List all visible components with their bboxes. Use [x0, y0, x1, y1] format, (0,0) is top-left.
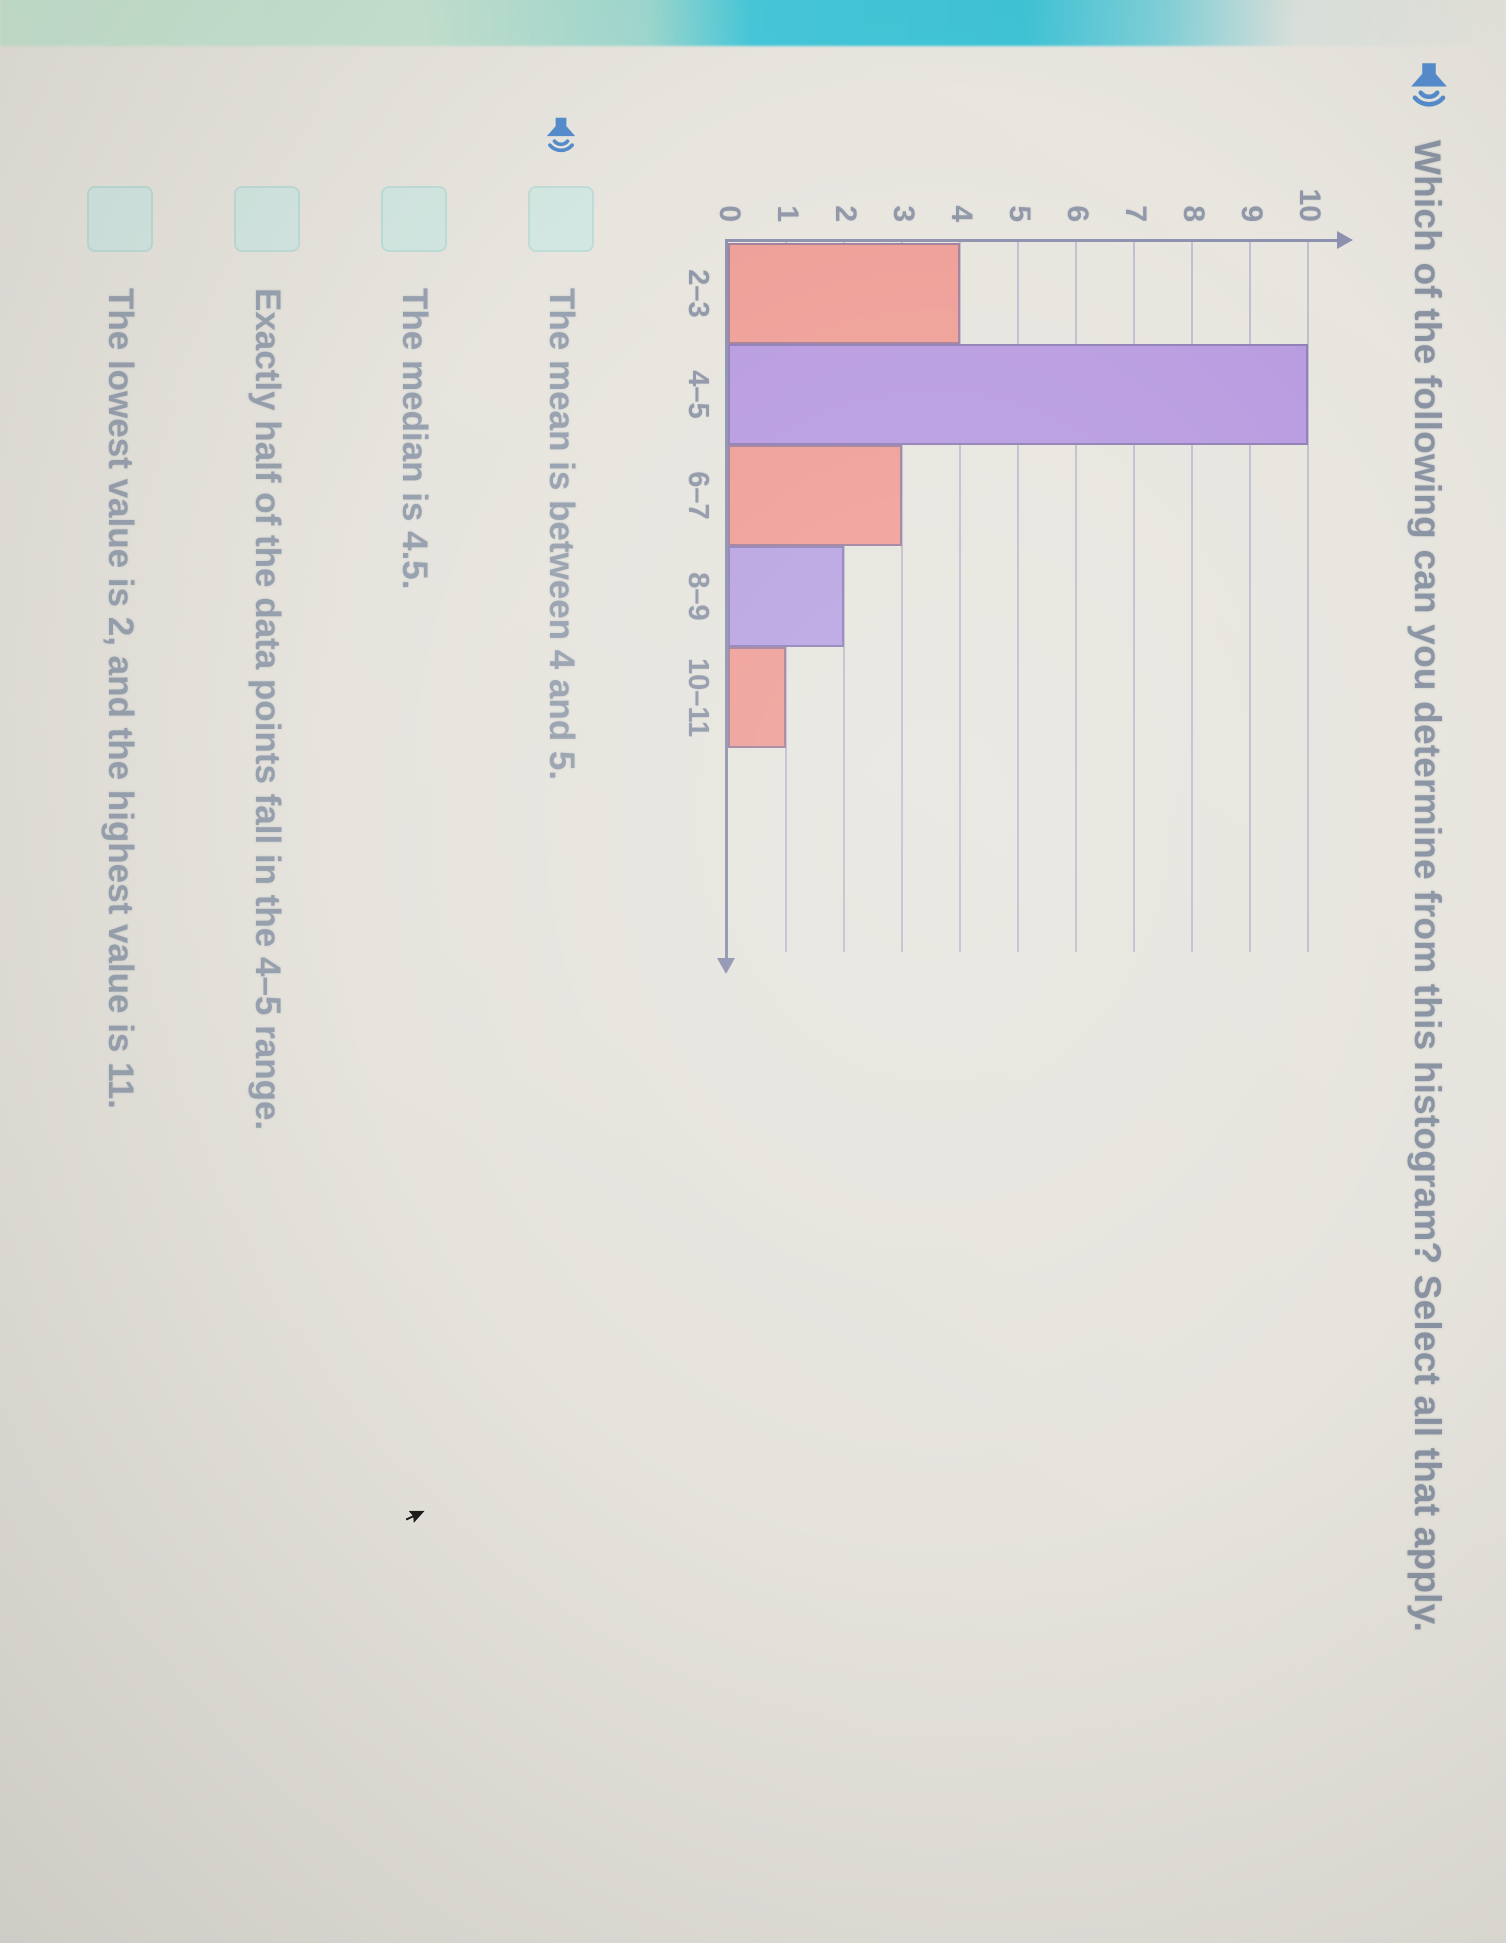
question-row: Which of the following can you determine…: [1400, 56, 1458, 1632]
y-axis-label-7: 7: [1119, 205, 1152, 222]
option-row-1[interactable]: The mean is between 4 and 5.: [521, 112, 601, 780]
x-axis-label-6–7: 6–7: [682, 471, 714, 520]
option-checkbox-2[interactable]: [381, 186, 447, 252]
option-row-4[interactable]: The lowest value is 2, and the highest v…: [80, 186, 160, 1109]
option-row-3[interactable]: Exactly half of the data points fall in …: [227, 186, 307, 1130]
histogram-bar-2–3: [728, 243, 960, 344]
y-axis-label-0: 0: [713, 205, 746, 222]
x-axis-label-10–11: 10–11: [682, 657, 714, 738]
option-label-4: The lowest value is 2, and the highest v…: [101, 288, 140, 1109]
x-axis-label-2–3: 2–3: [682, 269, 714, 318]
speaker-icon-glyph: [546, 117, 576, 153]
histogram-bar-10–11: [728, 647, 786, 748]
question-text: Which of the following can you determine…: [1407, 140, 1448, 1633]
option-label-3: Exactly half of the data points fall in …: [248, 288, 287, 1131]
y-axis-label-5: 5: [1003, 205, 1036, 222]
y-axis-label-6: 6: [1061, 205, 1094, 222]
x-axis-line: [725, 239, 728, 959]
histogram-bar-4–5: [728, 344, 1308, 445]
y-axis-label-1: 1: [771, 205, 804, 222]
y-axis-line: [725, 239, 1338, 242]
y-axis-label-4: 4: [945, 205, 978, 222]
x-axis-label-4–5: 4–5: [682, 370, 714, 419]
app-edge-accent-strip: [0, 0, 1506, 46]
option-label-2: The median is 4.5.: [395, 288, 434, 590]
y-axis-label-9: 9: [1235, 205, 1268, 222]
y-axis-arrow: [1337, 230, 1353, 249]
option-checkbox-4[interactable]: [87, 186, 153, 252]
option-checkbox-1[interactable]: [528, 186, 594, 252]
histogram-bar-6–7: [728, 445, 902, 546]
option-speaker-icon[interactable]: [538, 112, 584, 158]
histogram-bar-8–9: [728, 546, 844, 647]
mouse-cursor: [397, 1506, 428, 1532]
y-axis-label-10: 10: [1293, 188, 1326, 222]
option-row-2[interactable]: The median is 4.5.: [374, 186, 454, 590]
y-axis-label-2: 2: [829, 205, 862, 222]
y-axis-label-8: 8: [1177, 205, 1210, 222]
speaker-icon[interactable]: [1400, 56, 1458, 114]
x-axis-label-8–9: 8–9: [682, 572, 714, 621]
option-checkbox-3[interactable]: [234, 186, 300, 252]
option-label-1: The mean is between 4 and 5.: [542, 288, 581, 781]
y-axis-label-3: 3: [887, 205, 920, 222]
speaker-icon-glyph: [1411, 63, 1447, 107]
x-axis-arrow: [717, 958, 736, 974]
